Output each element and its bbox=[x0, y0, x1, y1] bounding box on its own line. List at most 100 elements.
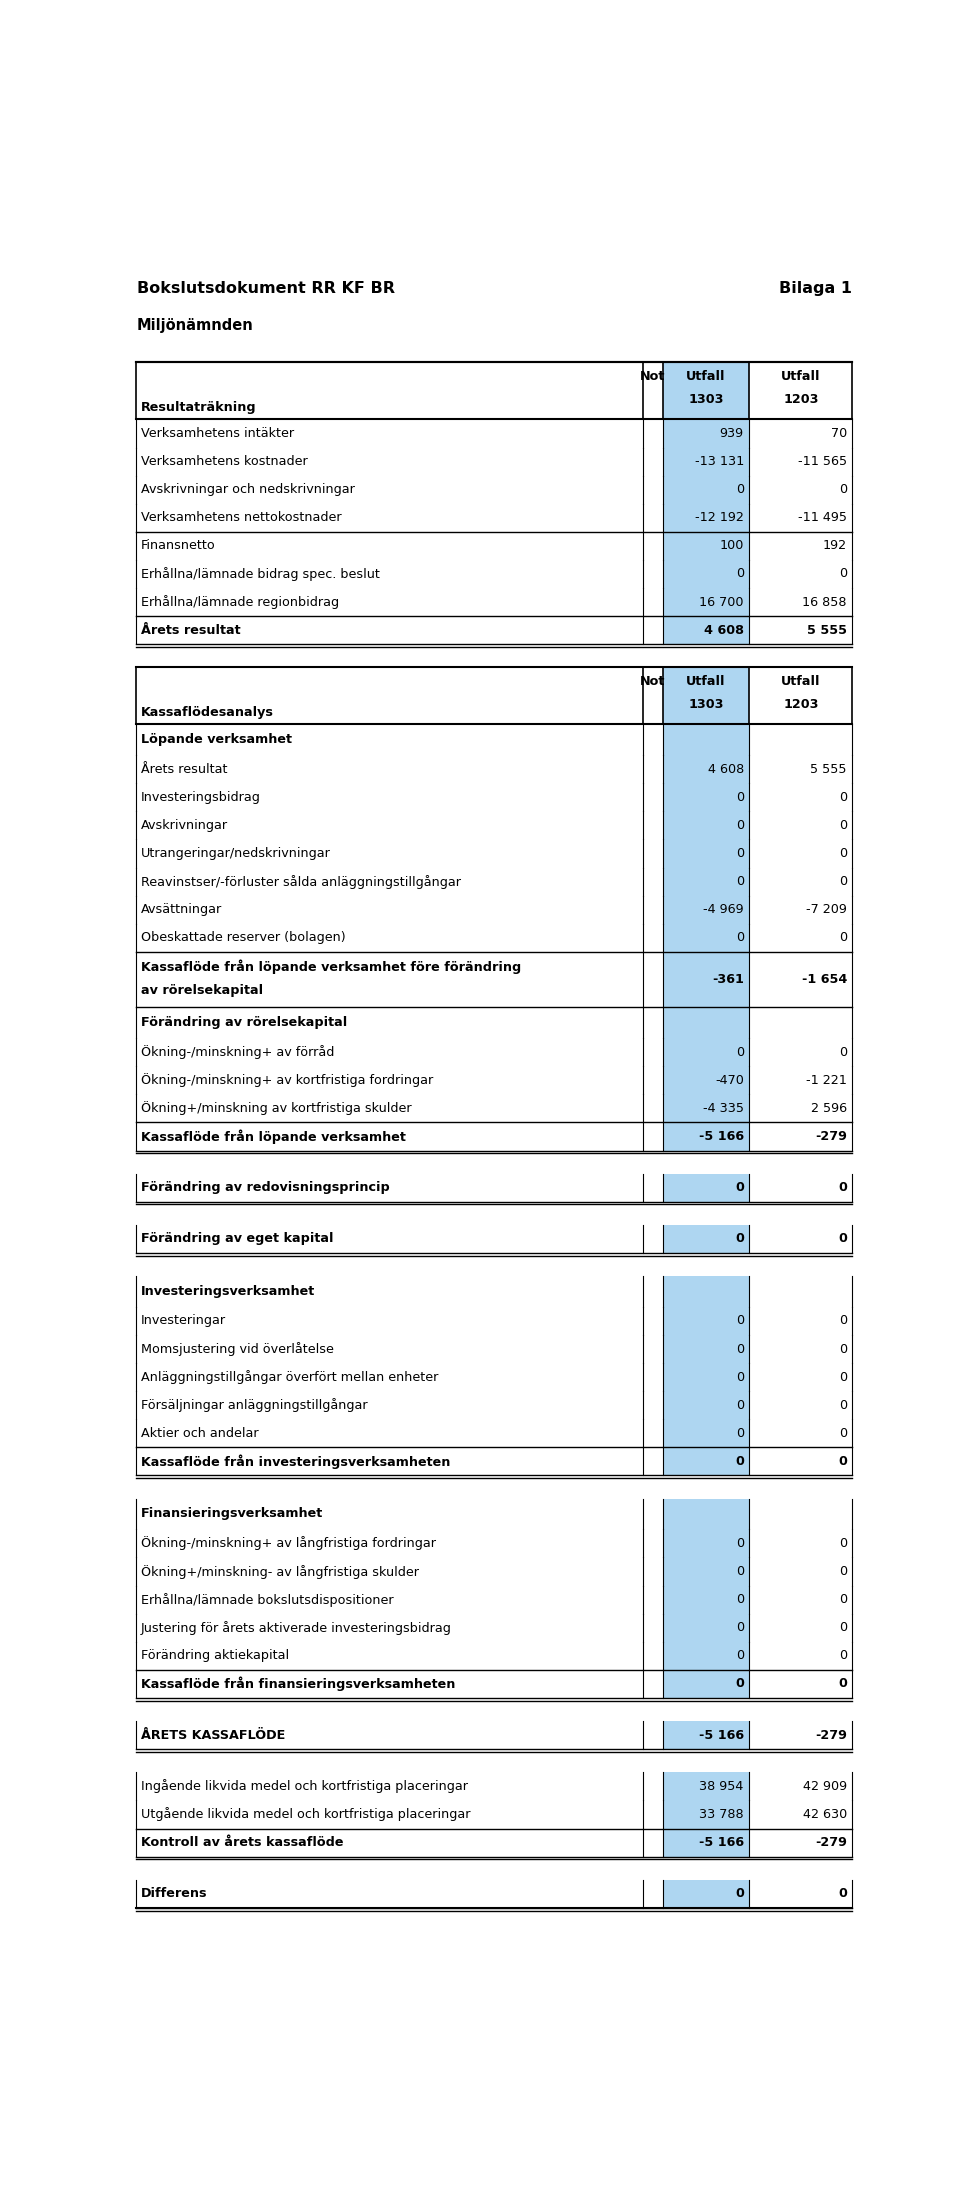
Text: 5 555: 5 555 bbox=[810, 763, 847, 776]
Text: Ökning+/minskning- av långfristiga skulder: Ökning+/minskning- av långfristiga skuld… bbox=[141, 1563, 419, 1579]
Bar bbox=[662, 449, 750, 475]
Bar bbox=[662, 1722, 750, 1748]
Bar bbox=[662, 1275, 750, 1306]
Bar bbox=[662, 811, 750, 840]
Text: -11 495: -11 495 bbox=[798, 512, 847, 523]
Text: Utgående likvida medel och kortfristiga placeringar: Utgående likvida medel och kortfristiga … bbox=[141, 1808, 470, 1821]
Text: Kassaflöde från finansieringsverksamheten: Kassaflöde från finansieringsverksamhete… bbox=[141, 1676, 455, 1691]
Bar bbox=[662, 1038, 750, 1067]
Text: 0: 0 bbox=[735, 1537, 744, 1550]
Text: 0: 0 bbox=[735, 1621, 744, 1634]
Text: Investeringsbidrag: Investeringsbidrag bbox=[141, 792, 261, 805]
Text: 0: 0 bbox=[839, 1315, 847, 1328]
Bar bbox=[662, 895, 750, 924]
Text: 42 909: 42 909 bbox=[803, 1779, 847, 1792]
Bar bbox=[662, 1880, 750, 1909]
Text: 0: 0 bbox=[735, 484, 744, 497]
Text: -5 166: -5 166 bbox=[699, 1728, 744, 1742]
Text: 0: 0 bbox=[735, 1427, 744, 1440]
Bar bbox=[662, 1801, 750, 1830]
Text: 0: 0 bbox=[838, 1231, 847, 1245]
Bar bbox=[662, 924, 750, 952]
Text: 0: 0 bbox=[839, 1537, 847, 1550]
Bar bbox=[662, 1095, 750, 1121]
Bar bbox=[662, 952, 750, 1007]
Text: Erhållna/lämnade bokslutsdispositioner: Erhållna/lämnade bokslutsdispositioner bbox=[141, 1592, 394, 1607]
Text: Not: Not bbox=[640, 369, 665, 383]
Text: -11 565: -11 565 bbox=[798, 455, 847, 468]
Text: -13 131: -13 131 bbox=[695, 455, 744, 468]
Text: -279: -279 bbox=[815, 1130, 847, 1143]
Bar bbox=[662, 1067, 750, 1095]
Text: 0: 0 bbox=[839, 1344, 847, 1355]
Text: Avsättningar: Avsättningar bbox=[141, 904, 222, 917]
Text: ÅRETS KASSAFLÖDE: ÅRETS KASSAFLÖDE bbox=[141, 1728, 285, 1742]
Text: Investeringsverksamhet: Investeringsverksamhet bbox=[141, 1284, 315, 1297]
Text: Bilaga 1: Bilaga 1 bbox=[780, 281, 852, 297]
Text: 0: 0 bbox=[839, 1566, 847, 1579]
Text: 33 788: 33 788 bbox=[699, 1808, 744, 1821]
Text: 100: 100 bbox=[719, 539, 744, 552]
Text: Avskrivningar och nedskrivningar: Avskrivningar och nedskrivningar bbox=[141, 484, 355, 497]
Text: Obeskattade reserver (bolagen): Obeskattade reserver (bolagen) bbox=[141, 932, 346, 943]
Bar bbox=[662, 363, 750, 420]
Text: 16 700: 16 700 bbox=[700, 596, 744, 609]
Text: 0: 0 bbox=[735, 1344, 744, 1355]
Text: -470: -470 bbox=[715, 1073, 744, 1086]
Bar bbox=[662, 532, 750, 561]
Text: 0: 0 bbox=[735, 847, 744, 860]
Text: 0: 0 bbox=[735, 1370, 744, 1383]
Text: Ingående likvida medel och kortfristiga placeringar: Ingående likvida medel och kortfristiga … bbox=[141, 1779, 468, 1794]
Text: 0: 0 bbox=[839, 847, 847, 860]
Text: Verksamhetens nettokostnader: Verksamhetens nettokostnader bbox=[141, 512, 342, 523]
Text: Utrangeringar/nedskrivningar: Utrangeringar/nedskrivningar bbox=[141, 847, 331, 860]
Bar bbox=[662, 783, 750, 811]
Text: 0: 0 bbox=[735, 932, 744, 943]
Text: Kontroll av årets kassaflöde: Kontroll av årets kassaflöde bbox=[141, 1836, 344, 1849]
Text: 38 954: 38 954 bbox=[700, 1779, 744, 1792]
Text: 192: 192 bbox=[823, 539, 847, 552]
Bar bbox=[662, 1306, 750, 1335]
Bar bbox=[662, 1614, 750, 1643]
Text: Förändring av redovisningsprincip: Förändring av redovisningsprincip bbox=[141, 1181, 390, 1194]
Text: Förändring av eget kapital: Förändring av eget kapital bbox=[141, 1231, 333, 1245]
Text: -361: -361 bbox=[712, 974, 744, 985]
Text: 0: 0 bbox=[735, 875, 744, 888]
Bar bbox=[662, 1418, 750, 1447]
Text: 0: 0 bbox=[838, 1456, 847, 1469]
Text: Finansieringsverksamhet: Finansieringsverksamhet bbox=[141, 1509, 324, 1520]
Text: Utfall: Utfall bbox=[686, 369, 726, 383]
Bar bbox=[662, 869, 750, 895]
Text: Årets resultat: Årets resultat bbox=[141, 763, 228, 776]
Text: 0: 0 bbox=[839, 1621, 847, 1634]
Bar bbox=[662, 1007, 750, 1038]
Text: Kassaflöde från löpande verksamhet: Kassaflöde från löpande verksamhet bbox=[141, 1130, 406, 1143]
Bar bbox=[662, 1643, 750, 1669]
Bar bbox=[662, 587, 750, 616]
Text: Avskrivningar: Avskrivningar bbox=[141, 818, 228, 831]
Text: 0: 0 bbox=[839, 932, 847, 943]
Text: 0: 0 bbox=[735, 1456, 744, 1469]
Bar bbox=[662, 1363, 750, 1392]
Text: Erhållna/lämnade regionbidrag: Erhållna/lämnade regionbidrag bbox=[141, 596, 339, 609]
Text: 42 630: 42 630 bbox=[803, 1808, 847, 1821]
Text: 0: 0 bbox=[838, 1678, 847, 1691]
Text: Utfall: Utfall bbox=[781, 369, 821, 383]
Text: 1303: 1303 bbox=[688, 697, 724, 710]
Text: 70: 70 bbox=[830, 427, 847, 440]
Text: 0: 0 bbox=[839, 1370, 847, 1383]
Bar bbox=[662, 1669, 750, 1698]
Text: Årets resultat: Årets resultat bbox=[141, 625, 241, 638]
Text: -5 166: -5 166 bbox=[699, 1130, 744, 1143]
Text: -279: -279 bbox=[815, 1728, 847, 1742]
Text: 0: 0 bbox=[839, 1592, 847, 1605]
Text: 2 596: 2 596 bbox=[811, 1102, 847, 1115]
Text: -1 221: -1 221 bbox=[806, 1073, 847, 1086]
Text: Finansnetto: Finansnetto bbox=[141, 539, 216, 552]
Text: 4 608: 4 608 bbox=[704, 625, 744, 638]
Bar bbox=[662, 1528, 750, 1557]
Text: 0: 0 bbox=[839, 792, 847, 805]
Text: Differens: Differens bbox=[141, 1887, 207, 1900]
Bar bbox=[662, 616, 750, 644]
Text: -4 335: -4 335 bbox=[703, 1102, 744, 1115]
